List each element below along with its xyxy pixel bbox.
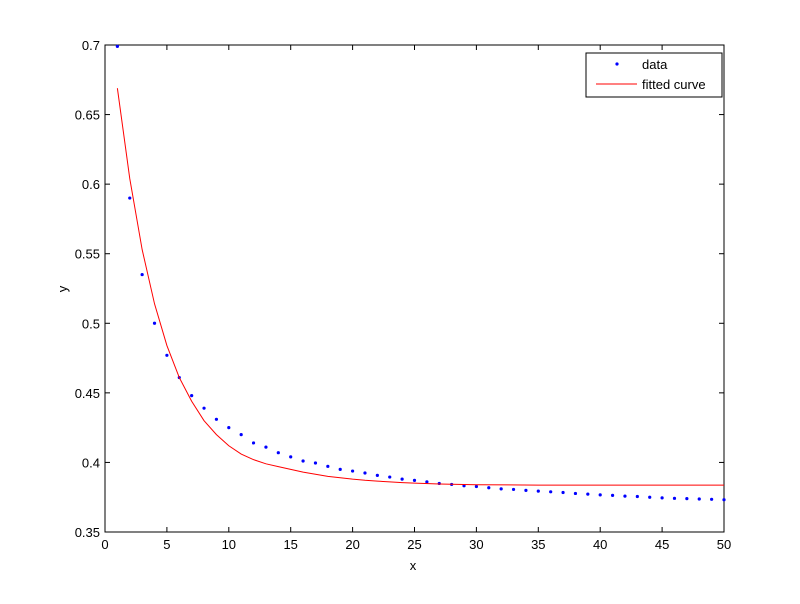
data-point	[251, 441, 256, 445]
data-point	[128, 196, 132, 200]
data-point	[586, 492, 590, 496]
data-point	[511, 487, 516, 492]
data-point	[474, 484, 478, 489]
x-tick-label: 35	[531, 537, 545, 552]
data-point	[165, 353, 169, 357]
x-tick-label: 40	[593, 537, 607, 552]
x-tick-label: 15	[283, 537, 297, 552]
x-tick-label: 5	[163, 537, 170, 552]
data-point	[685, 497, 689, 501]
data-point	[598, 493, 602, 497]
y-tick-label: 0.55	[75, 247, 100, 262]
y-tick-label: 0.65	[75, 108, 100, 123]
data-point	[722, 498, 726, 502]
y-tick-label: 0.5	[82, 316, 100, 331]
data-point	[351, 469, 355, 473]
data-point	[264, 445, 268, 449]
data-point	[412, 478, 417, 482]
data-point	[400, 477, 404, 481]
data-point	[140, 272, 144, 277]
data-point	[524, 488, 528, 492]
data-point	[214, 417, 219, 421]
data-point	[623, 494, 627, 498]
data-point	[239, 433, 243, 437]
x-tick-label: 50	[717, 537, 731, 552]
data-point	[710, 497, 714, 501]
data-point	[536, 489, 540, 493]
data-point	[610, 493, 615, 498]
data-point	[660, 496, 664, 500]
data-point	[375, 473, 379, 477]
legend-box	[585, 52, 723, 98]
legend-label-data: data	[642, 57, 668, 72]
data-point	[672, 496, 677, 500]
data-point	[152, 321, 157, 325]
x-tick-label: 30	[469, 537, 483, 552]
data-point	[561, 490, 565, 495]
data-point	[549, 490, 553, 494]
fitted-curve-line	[116, 88, 724, 486]
y-axis-label: y	[55, 285, 70, 292]
data-point	[202, 406, 206, 410]
data-point	[388, 475, 392, 479]
y-tick-label: 0.4	[82, 455, 100, 470]
data-point	[115, 44, 119, 48]
data-point	[437, 481, 441, 486]
data-point	[289, 455, 293, 459]
data-point	[276, 451, 280, 455]
legend-label-fitted-curve: fitted curve	[642, 77, 706, 92]
data-point	[487, 486, 491, 490]
x-tick-label: 10	[222, 537, 236, 552]
data-point	[190, 394, 194, 398]
y-tick-label: 0.6	[82, 177, 100, 192]
plot-area	[104, 44, 725, 533]
x-tick-label: 25	[407, 537, 421, 552]
data-point	[301, 459, 305, 463]
data-point	[573, 491, 578, 496]
data-point	[499, 487, 503, 491]
data-point	[648, 495, 652, 499]
x-axis-label: x	[410, 558, 417, 573]
data-point	[326, 464, 330, 468]
x-tick-label: 20	[345, 537, 359, 552]
data-point	[635, 494, 639, 499]
y-tick-label: 0.35	[75, 525, 100, 540]
data-point	[363, 471, 367, 475]
legend-marker-data	[615, 62, 619, 66]
y-tick-label: 0.7	[82, 38, 100, 53]
data-point	[697, 497, 701, 501]
legend: data fitted curve	[585, 52, 723, 98]
x-tick-label: 45	[655, 537, 669, 552]
y-tick-label: 0.45	[75, 386, 100, 401]
data-point	[313, 461, 318, 465]
x-tick-label: 0	[101, 537, 108, 552]
data-point	[338, 467, 342, 471]
data-point	[227, 426, 231, 430]
data-point	[462, 484, 466, 488]
data-point	[425, 480, 429, 484]
